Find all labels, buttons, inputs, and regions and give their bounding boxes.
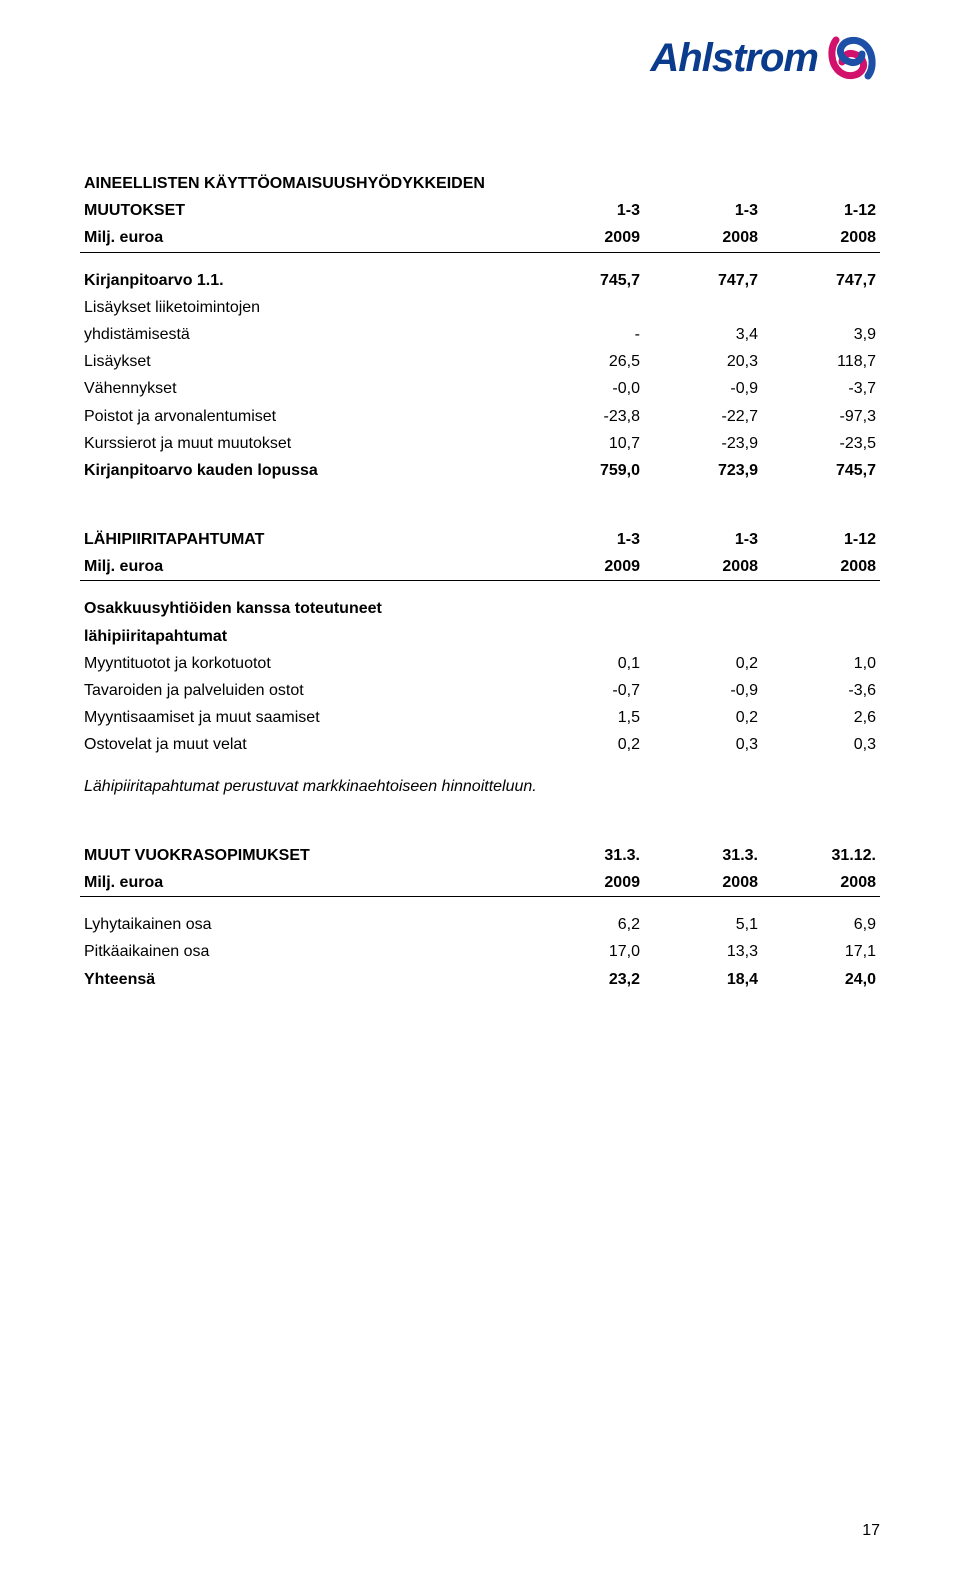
- table-row: Vähennykset-0,0-0,9-3,7: [80, 375, 880, 402]
- row-value: 10,7: [526, 430, 644, 457]
- table-row: Kirjanpitoarvo 1.1.745,7747,7747,7: [80, 267, 880, 294]
- row-value: -22,7: [644, 403, 762, 430]
- table-related-party: LÄHIPIIRITAPAHTUMAT 1-3 1-3 1-12 Milj. e…: [80, 526, 880, 800]
- row-value: 0,1: [526, 650, 644, 677]
- table-row: Tavaroiden ja palveluiden ostot-0,7-0,9-…: [80, 677, 880, 704]
- table-row: Pitkäaikainen osa17,013,317,1: [80, 938, 880, 965]
- row-value: 3,9: [762, 321, 880, 348]
- row-value: -: [526, 321, 644, 348]
- page-number: 17: [862, 1522, 880, 1540]
- row-value: -23,8: [526, 403, 644, 430]
- col-period-3: 1-12: [762, 197, 880, 224]
- brand-logo: Ahlstrom: [650, 30, 880, 86]
- row-value: 759,0: [526, 457, 644, 484]
- row-value: 0,3: [762, 731, 880, 758]
- row-value: 0,2: [644, 704, 762, 731]
- row-value: 23,2: [526, 966, 644, 993]
- row-label: Myyntituotot ja korkotuotot: [80, 650, 526, 677]
- section1-title-line2: MUUTOKSET: [80, 197, 526, 224]
- row-label: Kirjanpitoarvo 1.1.: [80, 267, 526, 294]
- table-row: Myyntisaamiset ja muut saamiset1,50,22,6: [80, 704, 880, 731]
- row-label: Lisäykset liiketoimintojen: [80, 294, 526, 321]
- row-label: yhdistämisestä: [80, 321, 526, 348]
- row-label: Tavaroiden ja palveluiden ostot: [80, 677, 526, 704]
- row-value: [526, 294, 644, 321]
- table-row: Kurssierot ja muut muutokset10,7-23,9-23…: [80, 430, 880, 457]
- row-value: 2,6: [762, 704, 880, 731]
- table-row: Lyhytaikainen osa6,25,16,9: [80, 911, 880, 938]
- section3-title: MUUT VUOKRASOPIMUKSET: [80, 842, 526, 869]
- row-value: -3,6: [762, 677, 880, 704]
- row-value: [644, 294, 762, 321]
- row-value: -0,7: [526, 677, 644, 704]
- row-value: 747,7: [644, 267, 762, 294]
- row-value: 26,5: [526, 348, 644, 375]
- section2-group-line2: lähipiiritapahtumat: [80, 623, 526, 650]
- col-period-1: 1-3: [526, 197, 644, 224]
- row-value: 0,2: [644, 650, 762, 677]
- unit-label: Milj. euroa: [80, 224, 526, 252]
- row-value: 0,3: [644, 731, 762, 758]
- row-label: Kurssierot ja muut muutokset: [80, 430, 526, 457]
- row-label: Ostovelat ja muut velat: [80, 731, 526, 758]
- row-value: 13,3: [644, 938, 762, 965]
- table-row: Lisäykset liiketoimintojen: [80, 294, 880, 321]
- row-value: 747,7: [762, 267, 880, 294]
- row-value: -97,3: [762, 403, 880, 430]
- row-label: Yhteensä: [80, 966, 526, 993]
- row-label: Lisäykset: [80, 348, 526, 375]
- table-row: Yhteensä23,218,424,0: [80, 966, 880, 993]
- section2-title: LÄHIPIIRITAPAHTUMAT: [80, 526, 526, 553]
- row-value: 3,4: [644, 321, 762, 348]
- row-label: Lyhytaikainen osa: [80, 911, 526, 938]
- row-label: Kirjanpitoarvo kauden lopussa: [80, 457, 526, 484]
- section2-group-line1: Osakkuusyhtiöiden kanssa toteutuneet: [80, 595, 526, 622]
- row-value: [762, 294, 880, 321]
- row-value: 17,1: [762, 938, 880, 965]
- table-lease-agreements: MUUT VUOKRASOPIMUKSET 31.3. 31.3. 31.12.…: [80, 842, 880, 993]
- row-value: -23,9: [644, 430, 762, 457]
- brand-logo-mark: [824, 30, 880, 86]
- row-value: 18,4: [644, 966, 762, 993]
- row-label: Poistot ja arvonalentumiset: [80, 403, 526, 430]
- col-year-2: 2008: [644, 224, 762, 252]
- col-period-2: 1-3: [644, 197, 762, 224]
- col-year-3: 2008: [762, 224, 880, 252]
- row-value: -0,0: [526, 375, 644, 402]
- table-row: Poistot ja arvonalentumiset-23,8-22,7-97…: [80, 403, 880, 430]
- table-row: Lisäykset26,520,3118,7: [80, 348, 880, 375]
- row-value: -3,7: [762, 375, 880, 402]
- row-value: 1,0: [762, 650, 880, 677]
- row-value: 745,7: [762, 457, 880, 484]
- section2-footnote: Lähipiiritapahtumat perustuvat markkinae…: [80, 773, 880, 800]
- table-row: yhdistämisestä-3,43,9: [80, 321, 880, 348]
- table-row: Myyntituotot ja korkotuotot0,10,21,0: [80, 650, 880, 677]
- row-label: Vähennykset: [80, 375, 526, 402]
- row-value: 723,9: [644, 457, 762, 484]
- row-value: 0,2: [526, 731, 644, 758]
- row-label: Pitkäaikainen osa: [80, 938, 526, 965]
- row-value: 17,0: [526, 938, 644, 965]
- col-year-1: 2009: [526, 224, 644, 252]
- row-label: Myyntisaamiset ja muut saamiset: [80, 704, 526, 731]
- table-row: Kirjanpitoarvo kauden lopussa759,0723,97…: [80, 457, 880, 484]
- row-value: 745,7: [526, 267, 644, 294]
- row-value: 5,1: [644, 911, 762, 938]
- table-row: Ostovelat ja muut velat0,20,30,3: [80, 731, 880, 758]
- row-value: 118,7: [762, 348, 880, 375]
- row-value: -0,9: [644, 677, 762, 704]
- table-tangible-assets: AINEELLISTEN KÄYTTÖOMAISUUSHYÖDYKKEIDEN …: [80, 170, 880, 484]
- row-value: 1,5: [526, 704, 644, 731]
- row-value: 6,9: [762, 911, 880, 938]
- row-value: 24,0: [762, 966, 880, 993]
- row-value: -23,5: [762, 430, 880, 457]
- brand-logo-text: Ahlstrom: [650, 36, 818, 81]
- row-value: 20,3: [644, 348, 762, 375]
- row-value: -0,9: [644, 375, 762, 402]
- row-value: 6,2: [526, 911, 644, 938]
- section1-title-line1: AINEELLISTEN KÄYTTÖOMAISUUSHYÖDYKKEIDEN: [80, 170, 526, 197]
